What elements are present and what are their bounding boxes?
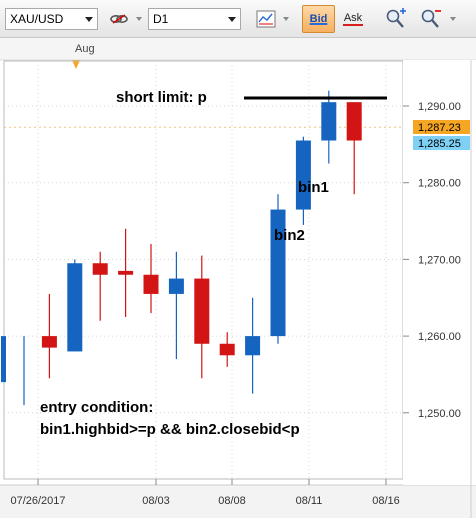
period-marker-icon bbox=[72, 60, 80, 69]
chart-area[interactable]: Aug 07/26/2017 08/03 08/08 08/11 08/16 1,290.… bbox=[0, 38, 476, 518]
candle-body[interactable] bbox=[143, 274, 159, 294]
candle-body[interactable] bbox=[41, 336, 57, 348]
chevron-down-icon[interactable] bbox=[226, 9, 238, 29]
bin2-label: bin2 bbox=[274, 227, 305, 244]
link-icon[interactable] bbox=[106, 5, 132, 33]
ask-button[interactable]: Ask bbox=[343, 12, 363, 26]
chevron-down-icon[interactable] bbox=[83, 9, 95, 29]
date-tick-label: 08/16 bbox=[372, 495, 400, 507]
price-tick-label: 1,260.00 bbox=[418, 331, 461, 343]
zoom-out-icon[interactable] bbox=[417, 5, 445, 33]
link-dropdown-icon[interactable] bbox=[136, 17, 142, 21]
date-axis-strip bbox=[0, 485, 476, 518]
chart-type-dropdown-icon[interactable] bbox=[283, 17, 289, 21]
date-tick-label: 08/08 bbox=[218, 495, 246, 507]
date-tick-label: 07/26/2017 bbox=[10, 495, 65, 507]
bid-price-badge bbox=[413, 120, 470, 134]
bid-button[interactable]: Bid bbox=[302, 5, 335, 33]
toolbar: XAU/USD D1 Bid Ask bbox=[0, 0, 476, 38]
candle-body[interactable] bbox=[321, 102, 337, 141]
entry-condition-rule: bin1.highbid>=p && bin2.closebid<p bbox=[40, 421, 300, 438]
ask-price-value: 1,285.25 bbox=[418, 138, 461, 150]
ask-button-label: Ask bbox=[343, 12, 363, 24]
symbol-select[interactable]: XAU/USD bbox=[5, 8, 98, 30]
chart-type-icon[interactable] bbox=[254, 5, 278, 33]
entry-condition-label: entry condition: bbox=[40, 399, 153, 416]
candle-body[interactable] bbox=[194, 278, 210, 344]
short-limit-label: short limit: p bbox=[116, 89, 207, 106]
zoom-dropdown-icon[interactable] bbox=[450, 17, 456, 21]
bid-button-label: Bid bbox=[309, 13, 328, 25]
candle-body[interactable] bbox=[219, 343, 235, 356]
candle-body[interactable] bbox=[295, 140, 311, 210]
zoom-in-icon[interactable] bbox=[382, 5, 410, 33]
candle-body[interactable] bbox=[118, 270, 134, 275]
candle-body[interactable] bbox=[168, 278, 184, 294]
candle-body[interactable] bbox=[270, 209, 286, 337]
candle-body[interactable] bbox=[67, 263, 83, 352]
price-tick-label: 1,270.00 bbox=[418, 254, 461, 266]
symbol-value: XAU/USD bbox=[10, 12, 64, 26]
candle-body[interactable] bbox=[92, 263, 108, 275]
period-marker: Aug bbox=[75, 43, 95, 55]
candle-body[interactable] bbox=[1, 336, 6, 383]
ask-price-badge bbox=[413, 136, 470, 150]
price-chart[interactable]: Aug 07/26/2017 08/03 08/08 08/11 08/16 1,290.… bbox=[0, 38, 476, 518]
candle-body[interactable] bbox=[245, 336, 261, 356]
date-tick-label: 08/11 bbox=[296, 495, 323, 507]
timeframe-value: D1 bbox=[153, 12, 169, 26]
period-strip bbox=[0, 38, 476, 60]
candle-body[interactable] bbox=[346, 102, 362, 141]
bid-price-value: 1,287.23 bbox=[418, 122, 461, 134]
date-tick-label: 08/03 bbox=[142, 495, 170, 507]
timeframe-select[interactable]: D1 bbox=[148, 8, 241, 30]
price-tick-label: 1,250.00 bbox=[418, 408, 461, 420]
price-tick-label: 1,280.00 bbox=[418, 178, 461, 190]
price-tick-label: 1,290.00 bbox=[418, 101, 461, 113]
bin1-label: bin1 bbox=[298, 179, 329, 196]
